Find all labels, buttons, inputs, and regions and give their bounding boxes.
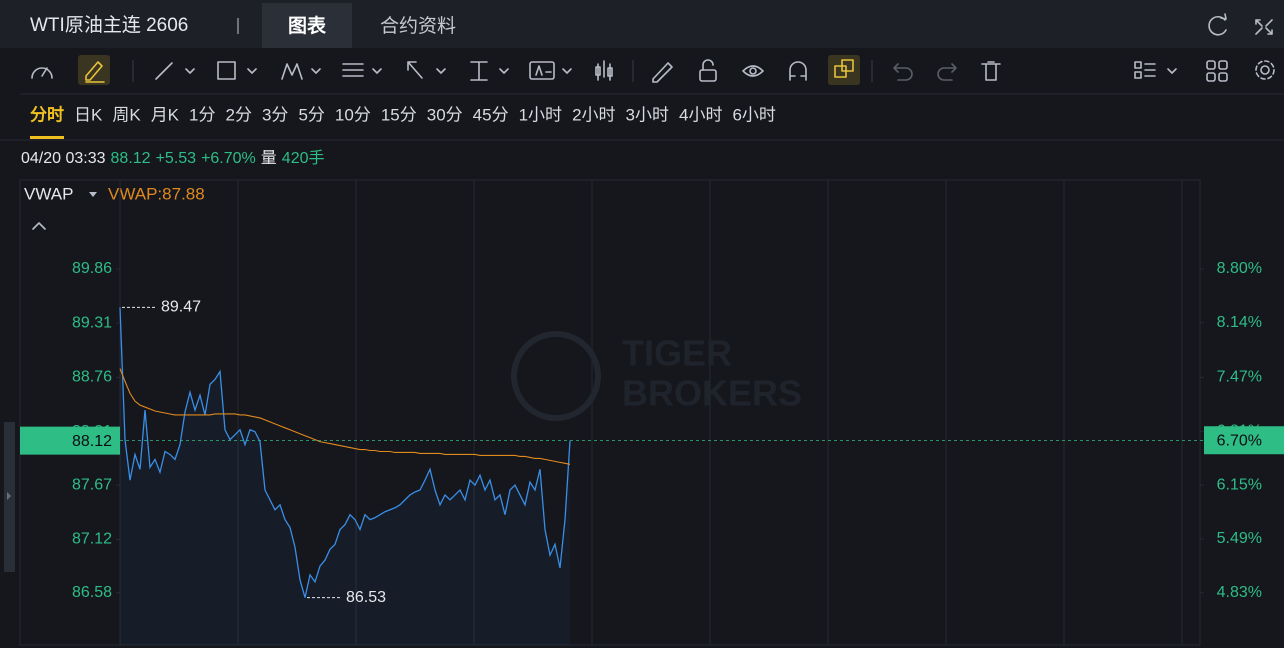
tool-icon[interactable]	[281, 63, 321, 80]
period-tab[interactable]: 2分	[226, 105, 252, 124]
y2-tick-label: 7.47%	[1217, 369, 1262, 386]
refresh-icon[interactable]	[1208, 13, 1227, 36]
price-area	[120, 307, 570, 645]
high-label: 89.47	[161, 299, 201, 316]
tool-icon[interactable]	[85, 61, 105, 83]
quote-time: 04/20 03:33	[21, 150, 106, 167]
watermark-text: BROKERS	[622, 373, 802, 414]
period-tab[interactable]: 6小时	[732, 105, 775, 124]
period-tab[interactable]: 5分	[298, 105, 324, 124]
period-tab[interactable]: 1小时	[519, 105, 562, 124]
settings-icon[interactable]	[1255, 60, 1275, 80]
tool-icon[interactable]	[31, 67, 53, 79]
period-bar: 分时 日K 周K 月K 1分 2分 3分 5分 10分 15分 30分 45分 1小时 2小时 3小时 4小时…	[30, 105, 776, 139]
tool-icon[interactable]	[407, 61, 446, 79]
period-tab[interactable]: 2小时	[572, 105, 615, 124]
tool-icon[interactable]	[652, 62, 673, 83]
tool-icon[interactable]	[595, 60, 613, 81]
quote-change-pct: +6.70%	[201, 150, 256, 167]
last-price-box	[20, 426, 120, 455]
period-tab[interactable]: 分时	[30, 105, 64, 124]
tool-icon[interactable]	[1206, 60, 1228, 82]
price-line	[119, 307, 571, 598]
period-tab[interactable]: 30分	[427, 105, 463, 124]
y-tick-label: 89.86	[72, 260, 112, 277]
period-tab[interactable]: 周K	[112, 105, 141, 124]
tool-icon[interactable]	[834, 59, 854, 78]
tool-icon[interactable]	[981, 61, 1001, 81]
y2-tick-label: 8.80%	[1217, 260, 1262, 277]
period-tab[interactable]: 10分	[335, 105, 371, 124]
y2-tick-label: 4.83%	[1217, 584, 1262, 601]
toolbar	[31, 55, 1275, 85]
tool-icon[interactable]	[699, 59, 717, 82]
y2-tick-label: 5.49%	[1217, 530, 1262, 547]
indicator-value: VWAP:87.88	[108, 184, 205, 203]
collapse-icon[interactable]	[32, 222, 46, 230]
plot-area: TIGERBROKERS86.5887.1287.6788.2188.7689.…	[19, 179, 1284, 646]
quote-volume-label: 量	[261, 150, 277, 167]
period-tab[interactable]: 45分	[473, 105, 509, 124]
watermark-text: TIGER	[622, 333, 732, 374]
tool-active-bg	[78, 55, 110, 85]
plot-border	[19, 179, 1201, 646]
tab[interactable]: 图表	[288, 14, 327, 37]
watermark-logo	[511, 331, 601, 421]
side-handle-arrow	[7, 492, 11, 500]
tab[interactable]: 合约资料	[380, 15, 456, 37]
tool-icon[interactable]	[893, 63, 913, 81]
y-tick-label: 87.12	[72, 531, 112, 548]
tool-icon[interactable]	[529, 61, 572, 80]
y2-tick-label: 6.15%	[1217, 476, 1262, 493]
tool-icon[interactable]	[342, 63, 382, 77]
top-bar	[0, 0, 1284, 48]
period-tab[interactable]: 月K	[151, 105, 180, 124]
indicator-name[interactable]: VWAP	[24, 184, 73, 203]
period-tab[interactable]: 3小时	[626, 105, 669, 124]
vwap-line	[119, 368, 571, 465]
fullscreen-icon[interactable]	[1255, 19, 1273, 35]
y-tick-label: 88.76	[72, 369, 112, 386]
quote-price: 88.12	[111, 150, 151, 167]
y-tick-label: 89.31	[72, 314, 112, 331]
period-tab[interactable]: 日K	[74, 105, 103, 124]
y2-tick-label: 8.14%	[1217, 314, 1262, 331]
dropdown-arrow[interactable]	[89, 192, 97, 197]
last-price-label: 88.12	[72, 433, 112, 450]
last-change-label: 6.70%	[1217, 432, 1262, 449]
tool-icon[interactable]	[937, 63, 957, 81]
tool-icon[interactable]	[1134, 61, 1177, 79]
period-tab[interactable]: 4小时	[679, 105, 722, 124]
tool-icon[interactable]	[470, 61, 509, 81]
tool-icon[interactable]	[742, 65, 764, 77]
period-tab[interactable]: 1分	[189, 105, 215, 124]
period-tab[interactable]: 3分	[262, 105, 288, 124]
last-change-box	[1204, 426, 1284, 455]
quote-change: +5.53	[156, 150, 197, 167]
y-tick-label: 86.58	[72, 584, 112, 601]
tool-icon[interactable]	[217, 61, 257, 80]
period-tab[interactable]: 15分	[381, 105, 417, 124]
quote-line: 04/20 03:33 88.12 +5.53 +6.70% 量 420手	[21, 149, 325, 167]
tool-icon[interactable]	[155, 62, 195, 80]
y-tick-label: 87.67	[72, 476, 112, 493]
low-label: 86.53	[346, 589, 386, 606]
tool-icon[interactable]	[789, 61, 807, 81]
quote-volume: 420手	[282, 149, 325, 167]
period-underline	[30, 136, 64, 139]
instrument-title: WTI原油主连 2606	[30, 14, 188, 36]
tab-active-bg	[262, 3, 352, 48]
